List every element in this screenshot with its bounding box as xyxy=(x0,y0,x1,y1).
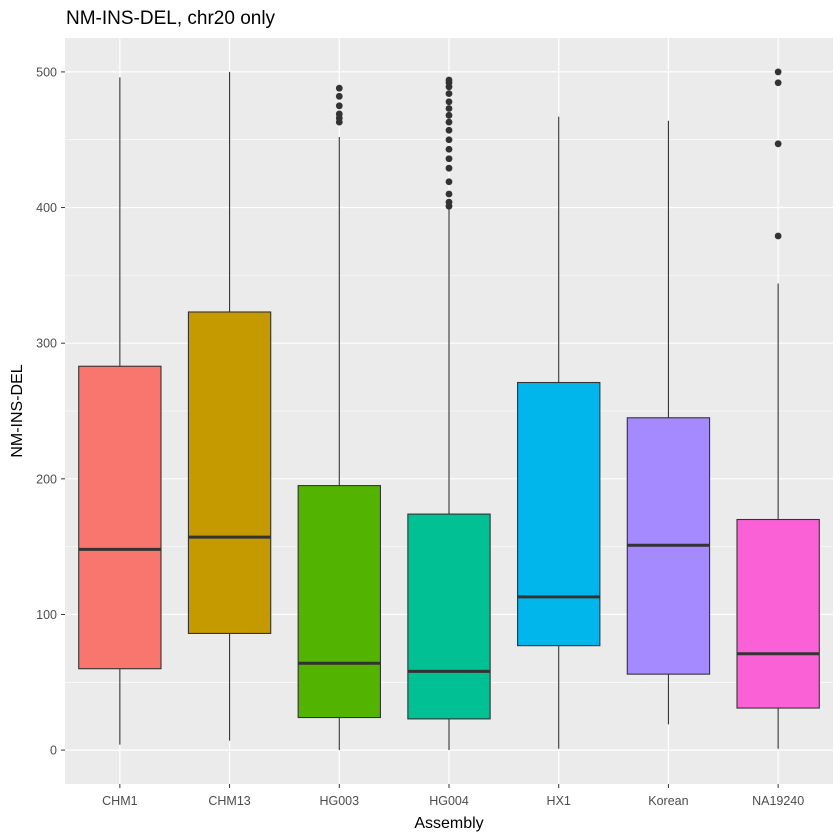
x-tick-label: HG003 xyxy=(319,794,359,808)
y-tick-label: 200 xyxy=(36,472,57,486)
x-tick-label: HX1 xyxy=(547,794,571,808)
y-tick-label: 100 xyxy=(36,608,57,622)
outlier-point xyxy=(445,98,453,106)
box-series xyxy=(78,68,820,751)
iqr-box xyxy=(297,485,381,719)
outlier-point xyxy=(335,110,343,118)
iqr-box xyxy=(407,513,491,720)
iqr-box xyxy=(187,311,272,634)
box-chm1 xyxy=(78,77,162,745)
box-hg003 xyxy=(297,84,381,751)
outlier-point xyxy=(445,111,453,119)
x-tick-label: Korean xyxy=(648,794,688,808)
iqr-box xyxy=(736,518,820,709)
x-tick-label: HG004 xyxy=(429,794,469,808)
iqr-box xyxy=(78,365,162,670)
outlier-point xyxy=(774,140,782,148)
box-korean xyxy=(626,120,711,725)
y-tick-label: 500 xyxy=(36,65,57,79)
y-axis: 0 100 200 300 400 500 xyxy=(36,65,65,758)
box-chm13 xyxy=(187,71,272,741)
x-tick-label: CHM1 xyxy=(102,794,137,808)
outlier-point xyxy=(445,164,453,172)
x-axis-title: Assembly xyxy=(414,815,483,832)
iqr-box xyxy=(517,381,601,647)
outlier-point xyxy=(445,118,453,126)
x-tick-label: NA19240 xyxy=(752,794,804,808)
outlier-point xyxy=(335,92,343,100)
y-tick-label: 400 xyxy=(36,201,57,215)
chart-title: NM-INS-DEL, chr20 only xyxy=(66,8,276,29)
y-axis-title: NM-INS-DEL xyxy=(9,364,26,457)
outlier-point xyxy=(445,155,453,163)
outlier-point xyxy=(445,90,453,98)
x-axis: CHM1 CHM13 HG003 HG004 HX1 Korean NA19240 xyxy=(102,784,804,808)
outlier-point xyxy=(774,79,782,87)
outlier-point xyxy=(774,68,782,76)
outlier-point xyxy=(445,76,453,84)
outlier-point xyxy=(335,102,343,110)
box-na19240 xyxy=(736,68,820,749)
outlier-point xyxy=(445,136,453,144)
outlier-point xyxy=(445,178,453,186)
outlier-point xyxy=(445,105,453,112)
outlier-point xyxy=(335,84,343,92)
outlier-point xyxy=(774,232,782,240)
outlier-point xyxy=(445,190,453,198)
x-tick-label: CHM13 xyxy=(208,794,250,808)
outlier-point xyxy=(445,145,453,153)
outlier-point xyxy=(445,198,453,206)
box-hx1 xyxy=(517,116,601,749)
y-tick-label: 0 xyxy=(50,744,57,758)
outlier-point xyxy=(445,126,453,134)
y-tick-label: 300 xyxy=(36,337,57,351)
box-hg004 xyxy=(407,76,491,751)
